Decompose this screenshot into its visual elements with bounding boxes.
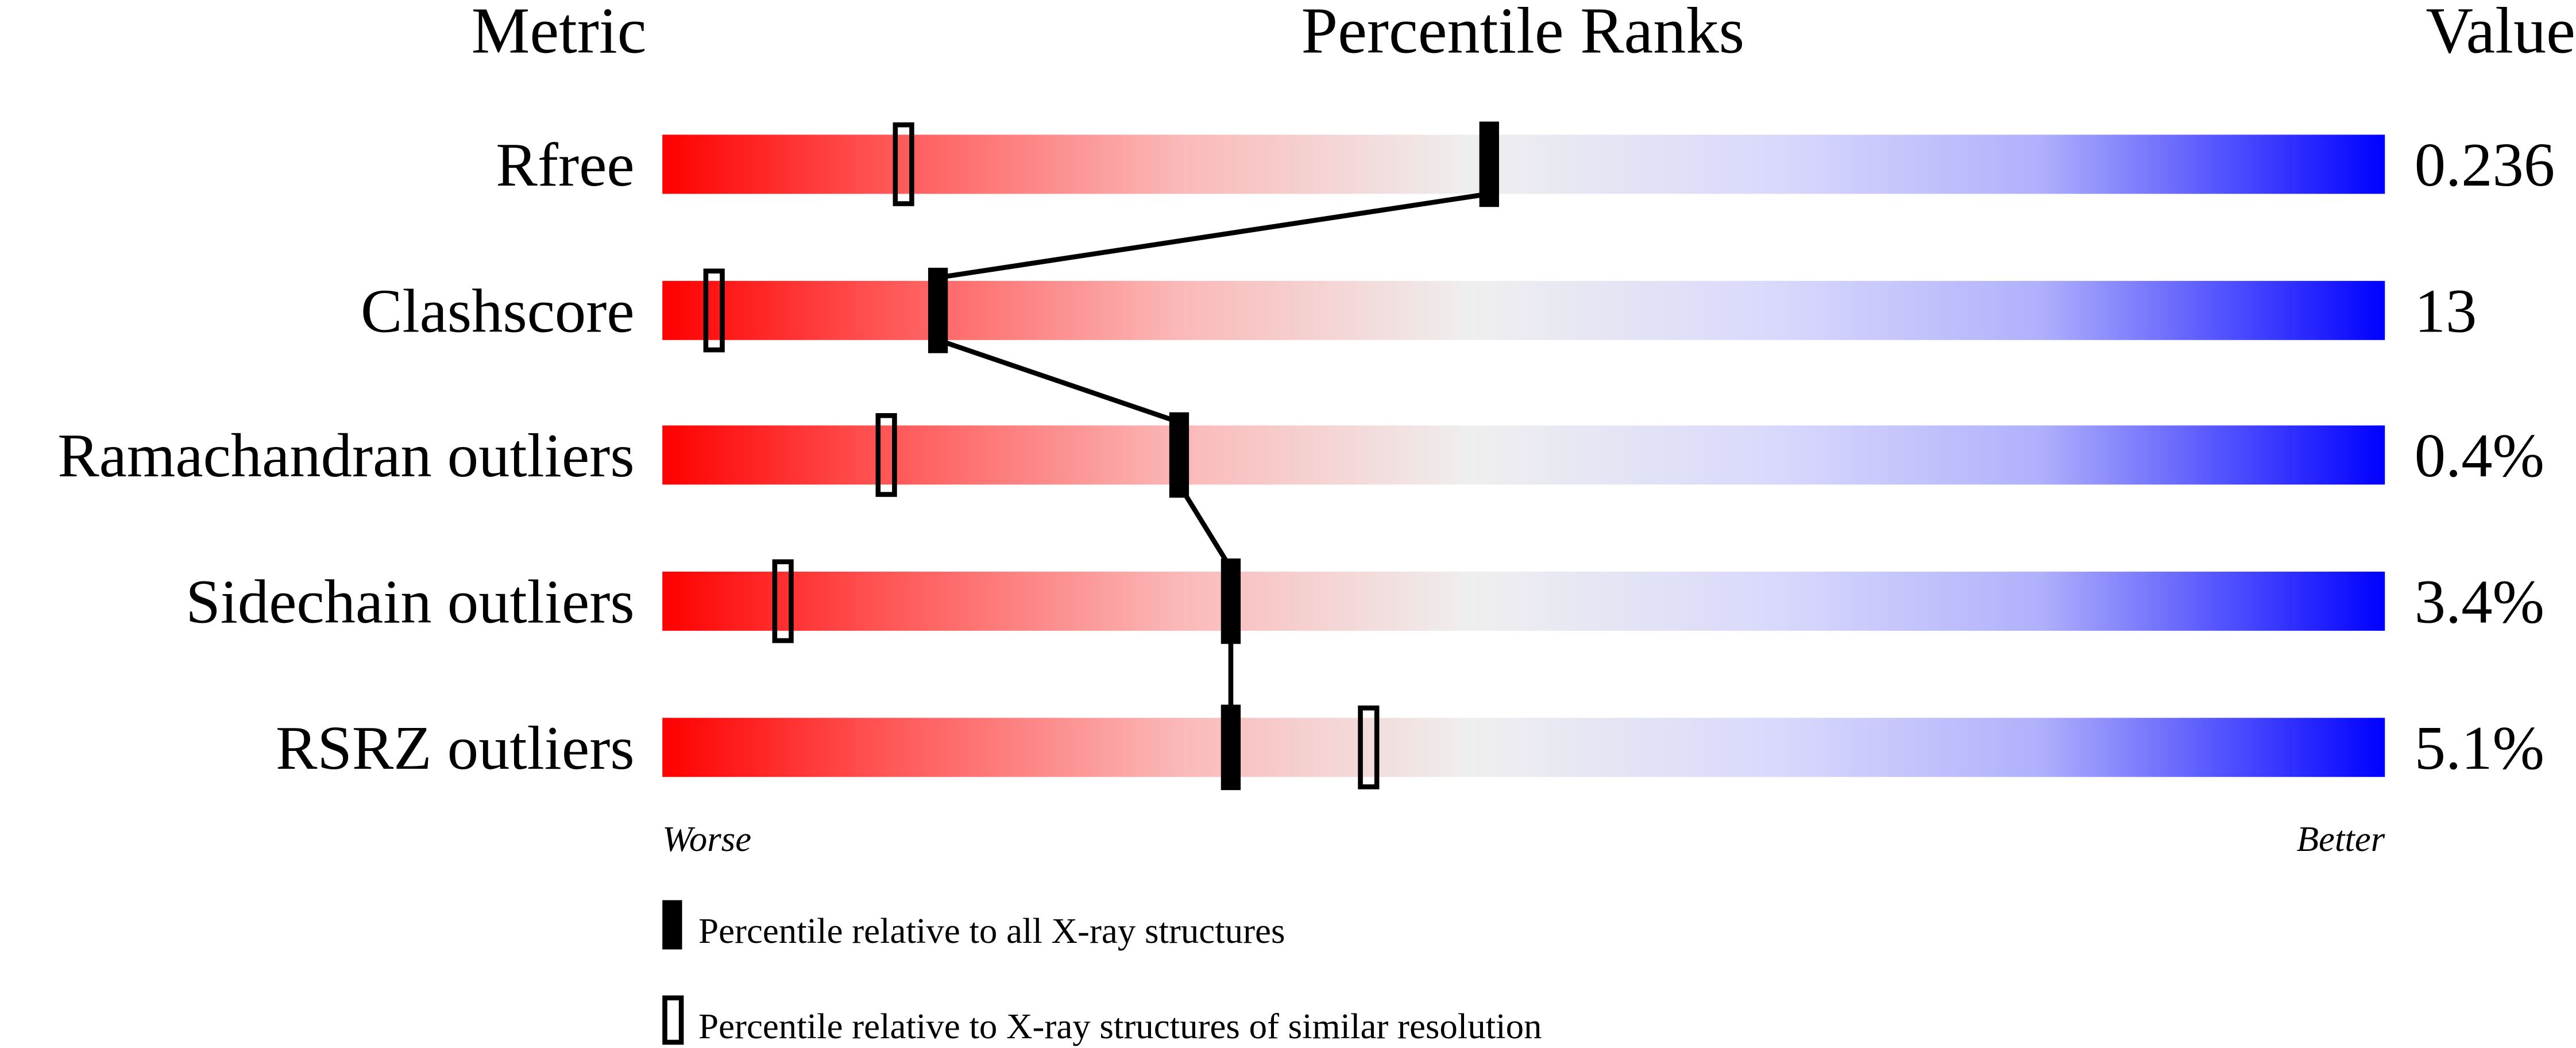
percentile-bar: [662, 134, 2385, 194]
metric-value: 5.1%: [2415, 714, 2544, 783]
worse-label: Worse: [662, 819, 751, 859]
connector-line: [1177, 483, 1233, 570]
header-value: Value: [2426, 0, 2575, 67]
metric-label: Rfree: [496, 130, 634, 199]
percentile-bar: [662, 718, 2385, 777]
metric-label: RSRZ outliers: [276, 714, 635, 783]
connector-line: [937, 191, 1490, 280]
metric-value: 0.236: [2415, 130, 2555, 199]
metric-value: 0.4%: [2415, 421, 2544, 490]
percentile-bar: [662, 425, 2385, 485]
header-metric: Metric: [472, 0, 647, 67]
metric-label: Ramachandran outliers: [57, 421, 634, 490]
legend-filled-marker: [662, 900, 682, 950]
legend-open-label: Percentile relative to X-ray structures …: [698, 1006, 1542, 1046]
metric-value: 3.4%: [2415, 568, 2544, 637]
legend-filled-label: Percentile relative to all X-ray structu…: [698, 911, 1285, 951]
similar-resolution-marker: [875, 413, 897, 497]
legend-open-marker: [662, 995, 684, 1045]
similar-resolution-marker: [703, 268, 725, 353]
metric-label: Clashscore: [361, 277, 635, 346]
all-structures-marker: [1169, 412, 1189, 498]
percentile-bar: [662, 280, 2385, 340]
header-percentile-ranks: Percentile Ranks: [1301, 0, 1745, 67]
metric-label: Sidechain outliers: [186, 568, 634, 637]
all-structures-marker: [1221, 704, 1241, 791]
metric-value: 13: [2415, 277, 2477, 346]
similar-resolution-marker: [772, 559, 794, 644]
better-label: Better: [2297, 819, 2385, 859]
all-structures-marker: [1479, 121, 1499, 207]
all-structures-marker: [928, 268, 948, 353]
percentile-bar: [662, 571, 2385, 631]
similar-resolution-marker: [1358, 705, 1380, 789]
connector-line: [937, 337, 1180, 425]
similar-resolution-marker: [893, 122, 914, 206]
all-structures-marker: [1221, 558, 1241, 644]
